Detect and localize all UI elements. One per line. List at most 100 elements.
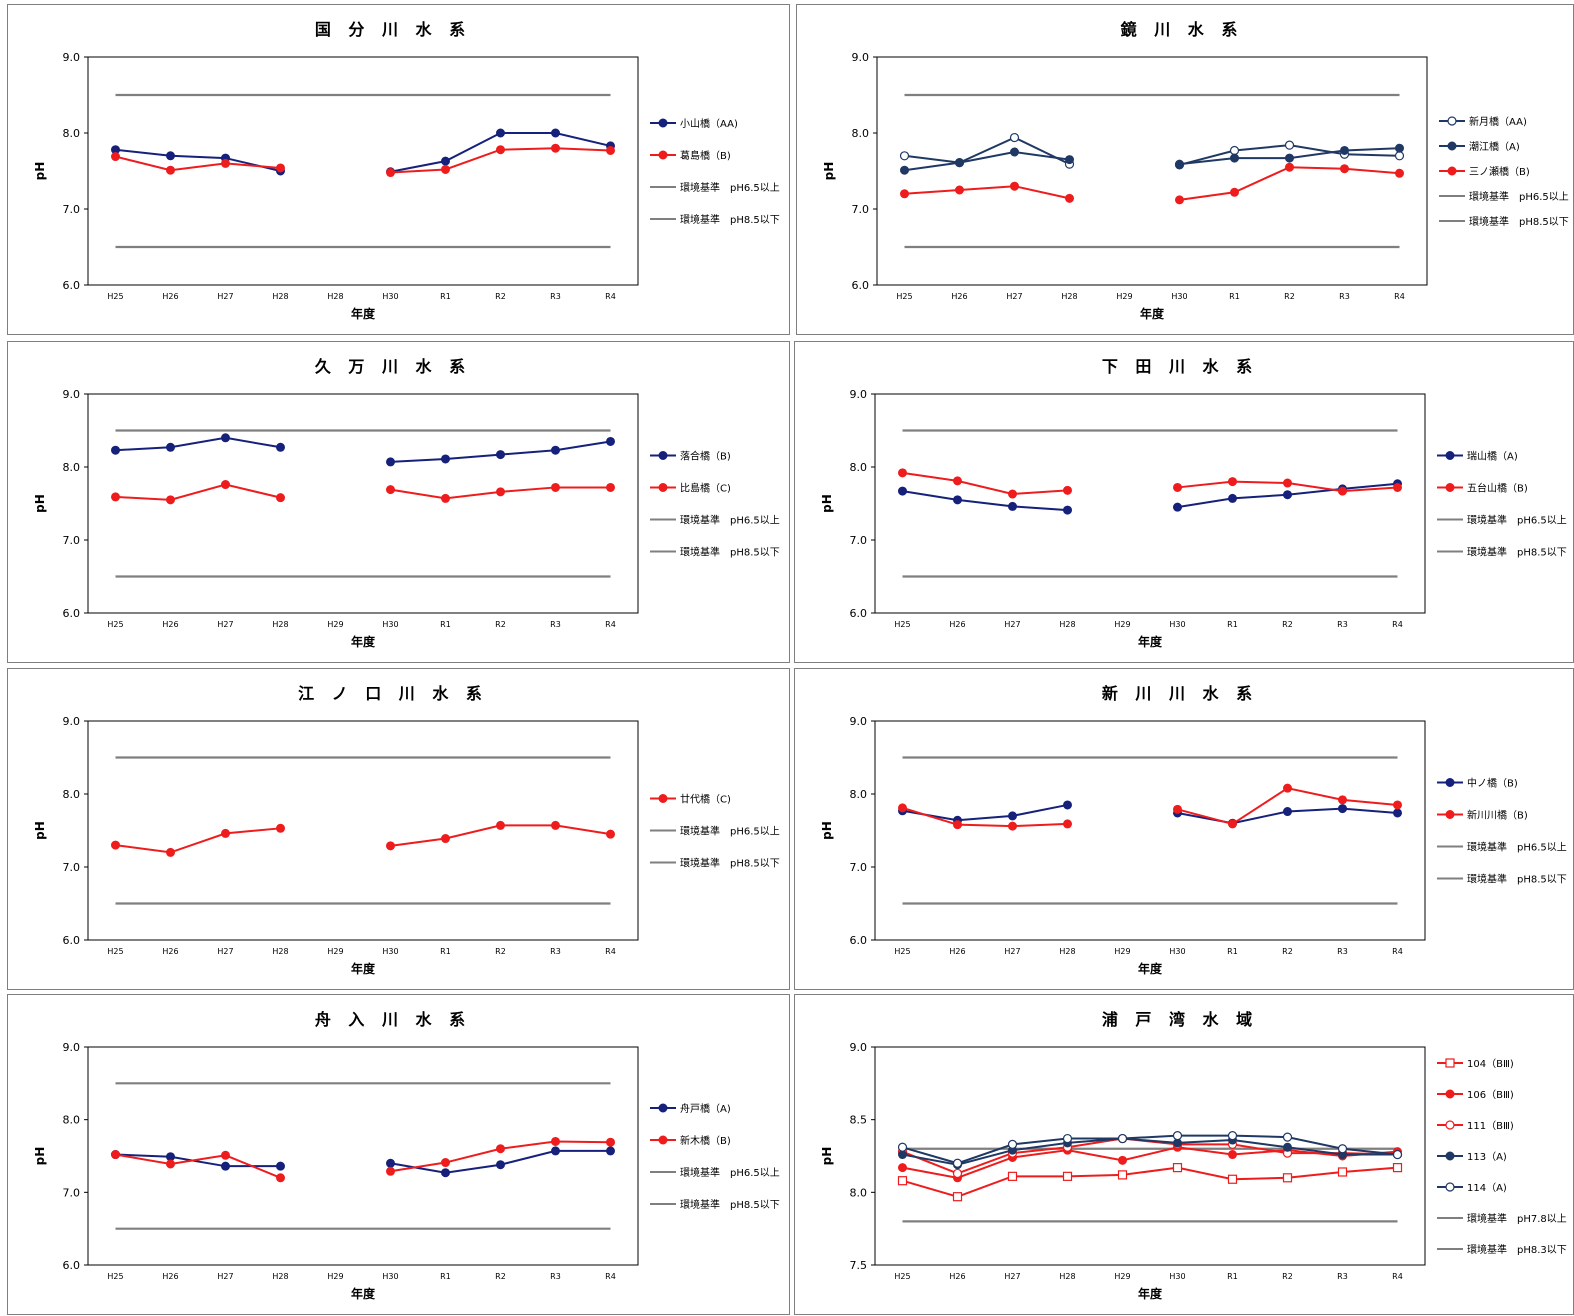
legend-marker — [658, 1135, 668, 1145]
x-tick-label: H28 — [1059, 620, 1075, 629]
legend-marker — [1445, 1120, 1455, 1130]
legend-label: 三ノ瀬橋（B) — [1469, 165, 1530, 178]
data-point — [276, 493, 285, 503]
x-tick-label: R2 — [1282, 1272, 1293, 1281]
x-tick-label: R3 — [550, 947, 561, 956]
legend-label: 小山橋（AA) — [680, 117, 738, 130]
x-tick-label: H25 — [107, 620, 123, 629]
legend-label: 111（BⅢ) — [1467, 1120, 1514, 1132]
data-point — [1063, 485, 1072, 495]
legend-label: 環境基準 pH6.5以上 — [680, 825, 780, 838]
legend-marker — [658, 794, 668, 803]
data-point — [1340, 164, 1349, 174]
x-tick-label: R2 — [1282, 620, 1293, 629]
data-point — [1283, 807, 1292, 817]
x-axis-label: 年度 — [1138, 1286, 1163, 1301]
legend-marker — [1445, 451, 1455, 460]
x-tick-label: R4 — [1392, 1272, 1403, 1281]
legend-label: 新木橋（B) — [680, 1134, 731, 1147]
legend-marker — [1447, 141, 1457, 151]
data-point — [1284, 140, 1295, 150]
data-point — [1227, 1131, 1238, 1141]
x-tick-label: H26 — [162, 1272, 178, 1281]
legend-marker — [1445, 483, 1455, 492]
data-point — [1007, 1139, 1018, 1149]
series-line-segment — [115, 155, 281, 172]
data-point — [900, 165, 909, 175]
legend-label: 環境基準 pH8.5以下 — [1467, 873, 1567, 886]
series-line-segment — [902, 490, 1068, 512]
y-tick-label: 8.0 — [63, 1114, 81, 1127]
x-tick-label: H28 — [272, 292, 288, 301]
series-line — [899, 132, 1405, 170]
series-line — [898, 468, 1402, 499]
data-point — [955, 185, 964, 195]
chart-panel-enokuchi: 江 ノ 口 川 水 系 6.0 7.0 8.0 9.0 H25 H26 H27 H28 H29 H3… — [7, 668, 790, 990]
data-point — [441, 834, 450, 844]
chart-svg: 国 分 川 水 系 6.0 7.0 8.0 9.0 H25 H26 H27 H28 H28 H30 R… — [33, 20, 780, 321]
data-point — [1175, 159, 1184, 169]
data-point — [441, 156, 450, 166]
legend-marker — [1445, 1058, 1455, 1068]
y-axis-label: pH — [822, 162, 836, 181]
data-point — [1230, 187, 1239, 197]
chart-panel-kagami: 鏡 川 水 系 6.0 7.0 8.0 9.0 H25 H26 H27 H28 H29 H30 R1 R… — [796, 4, 1574, 335]
x-tick-label: H25 — [107, 947, 123, 956]
data-point — [166, 442, 175, 452]
legend-label: 五台山橋（B) — [1467, 482, 1528, 495]
data-point — [386, 841, 395, 851]
x-tick-label: H30 — [382, 620, 398, 629]
x-tick-label: R3 — [550, 1272, 561, 1281]
x-tick-label: H28 — [272, 620, 288, 629]
data-point — [386, 1166, 395, 1176]
x-axis-label: 年度 — [1140, 306, 1165, 321]
x-tick-label: H25 — [896, 292, 912, 301]
data-point — [1282, 1132, 1293, 1142]
series-line — [900, 162, 1404, 205]
data-point — [551, 1136, 560, 1146]
data-point — [276, 163, 285, 173]
series-line-segment — [115, 148, 281, 172]
y-axis-label: pH — [33, 821, 47, 840]
legend-label: 環境基準 pH8.5以下 — [1467, 546, 1567, 559]
legend-label: 環境基準 pH6.5以上 — [680, 514, 780, 527]
x-tick-label: R4 — [1394, 292, 1405, 301]
y-tick-label: 9.0 — [850, 1041, 868, 1054]
series-line — [111, 1136, 615, 1183]
chart-title: 舟 入 川 水 系 — [315, 1010, 471, 1029]
data-point — [606, 829, 615, 839]
data-point — [1338, 795, 1347, 805]
y-tick-label: 8.0 — [850, 461, 868, 474]
y-tick-label: 8.5 — [850, 1114, 868, 1127]
x-tick-label: H27 — [1004, 1272, 1020, 1281]
y-tick-label: 8.0 — [850, 788, 868, 801]
y-tick-label: 7.0 — [63, 861, 81, 874]
legend-label: 環境基準 pH6.5以上 — [1467, 841, 1567, 854]
data-point — [441, 493, 450, 503]
chart-title: 浦 戸 湾 水 域 — [1102, 1010, 1258, 1029]
series-line-segment — [902, 806, 1068, 828]
chart-svg: 江 ノ 口 川 水 系 6.0 7.0 8.0 9.0 H25 H26 H27 H28 H29 H3… — [33, 684, 780, 976]
data-point — [898, 1163, 907, 1173]
y-tick-label: 7.5 — [850, 1259, 868, 1272]
data-point — [386, 457, 395, 467]
data-point — [441, 1158, 450, 1168]
chart-panel-urado: 浦 戸 湾 水 域 7.5 8.0 8.5 9.0 H25 H26 H27 H28 H29 H30 R… — [794, 994, 1574, 1315]
series-line — [897, 1131, 1403, 1168]
data-point — [551, 482, 560, 492]
x-tick-label: H26 — [949, 620, 965, 629]
data-point — [166, 165, 175, 175]
x-tick-label: H29 — [327, 947, 343, 956]
data-point — [496, 1144, 505, 1154]
data-point — [221, 1150, 230, 1160]
x-tick-label: R4 — [1392, 620, 1403, 629]
x-tick-label: H30 — [382, 1272, 398, 1281]
series-line-segment — [904, 150, 1070, 172]
y-axis-label: pH — [33, 494, 47, 513]
legend: 104（BⅢ) 106（BⅢ) 111（BⅢ) 113（A) 114（A) 環境基準 pH… — [1437, 1058, 1567, 1256]
chart-panel-kuma: 久 万 川 水 系 6.0 7.0 8.0 9.0 H25 H26 H27 H28 H29 H30 R… — [7, 341, 790, 663]
data-point — [1007, 1171, 1018, 1181]
data-point — [606, 482, 615, 492]
data-point — [1009, 132, 1020, 143]
data-point — [1337, 1144, 1348, 1154]
